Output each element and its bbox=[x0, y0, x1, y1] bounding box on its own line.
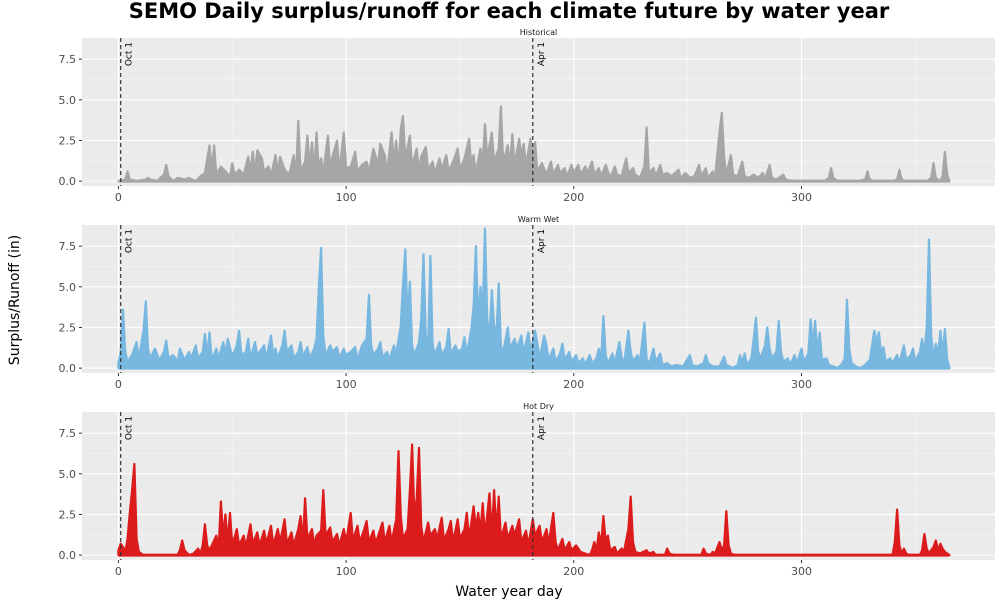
x-tick-label: 200 bbox=[563, 378, 584, 391]
x-tick-label: 200 bbox=[563, 191, 584, 204]
y-tick-label: 7.5 bbox=[59, 53, 77, 66]
y-tick-label: 7.5 bbox=[59, 427, 77, 440]
x-tick-label: 0 bbox=[115, 378, 122, 391]
y-tick-label: 0.0 bbox=[59, 362, 77, 375]
facet-panel-2: Warm Wet 0.0 2.5 5.0 7.5 0 100 200 300 Oct 1 Apr 1 bbox=[59, 213, 995, 391]
series-historical bbox=[117, 105, 951, 183]
y-tick-label: 2.5 bbox=[59, 134, 77, 147]
reference-line-label: Oct 1 bbox=[125, 42, 135, 66]
facet-strip-label: Warm Wet bbox=[518, 215, 559, 224]
y-tick-label: 7.5 bbox=[59, 240, 77, 253]
facet-panels: Historical 0.0 2.5 5.0 7.5 0 100 200 300 Oct 1 Apr… bbox=[59, 26, 995, 578]
x-tick-label: 300 bbox=[791, 378, 812, 391]
y-tick-label: 2.5 bbox=[59, 321, 77, 334]
facet-strip bbox=[82, 400, 995, 412]
y-tick-label: 5.0 bbox=[59, 468, 77, 481]
facet-panel-1: Historical 0.0 2.5 5.0 7.5 0 100 200 300 Oct 1 Apr… bbox=[59, 26, 995, 204]
x-tick-label: 300 bbox=[791, 191, 812, 204]
reference-line-label: Apr 1 bbox=[537, 416, 547, 440]
x-tick-label: 0 bbox=[115, 191, 122, 204]
chart-title: SEMO Daily surplus/runoff for each clima… bbox=[129, 0, 890, 23]
reference-line-label: Apr 1 bbox=[537, 42, 547, 66]
x-axis-label: Water year day bbox=[455, 584, 562, 600]
y-tick-label: 0.0 bbox=[59, 549, 77, 562]
reference-line-label: Apr 1 bbox=[537, 229, 547, 253]
y-tick-label: 5.0 bbox=[59, 94, 77, 107]
panel-background bbox=[82, 38, 995, 186]
series-warm-wet bbox=[117, 227, 951, 370]
x-tick-label: 100 bbox=[336, 191, 357, 204]
y-tick-label: 0.0 bbox=[59, 175, 77, 188]
facet-strip bbox=[82, 213, 995, 225]
x-tick-label: 100 bbox=[336, 565, 357, 578]
y-tick-label: 5.0 bbox=[59, 281, 77, 294]
x-tick-label: 100 bbox=[336, 378, 357, 391]
y-axis-label: Surplus/Runoff (in) bbox=[7, 235, 23, 365]
reference-line-label: Oct 1 bbox=[125, 229, 135, 253]
reference-line-label: Oct 1 bbox=[125, 416, 135, 440]
x-tick-label: 300 bbox=[791, 565, 812, 578]
facet-strip-label: Hot Dry bbox=[523, 402, 554, 411]
x-tick-label: 200 bbox=[563, 565, 584, 578]
x-tick-label: 0 bbox=[115, 565, 122, 578]
facet-strip-label: Historical bbox=[520, 28, 557, 37]
facet-panel-3: Hot Dry 0.0 2.5 5.0 7.5 0 100 200 300 Oct 1 Apr 1 bbox=[59, 400, 995, 578]
y-tick-label: 2.5 bbox=[59, 508, 77, 521]
facet-strip bbox=[82, 26, 995, 38]
